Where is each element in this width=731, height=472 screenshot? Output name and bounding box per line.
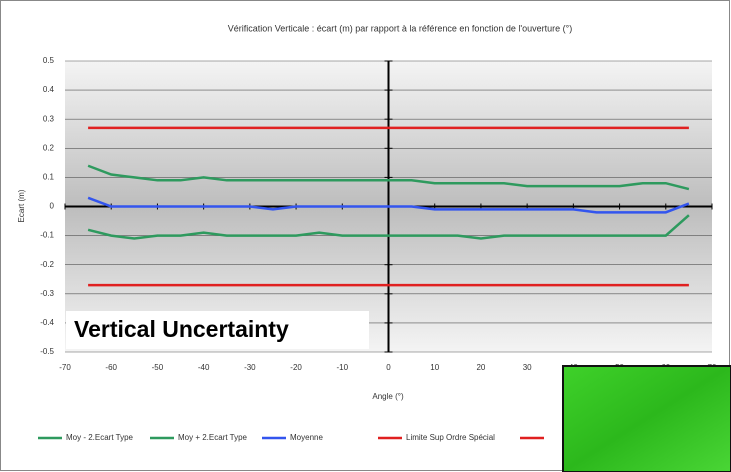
legend-label: Limite Sup Ordre Spécial — [406, 433, 495, 442]
y-tick-label: 0 — [50, 202, 55, 211]
x-tick-label: 20 — [476, 363, 485, 372]
legend-label: Moy - 2.Ecart Type — [66, 433, 134, 442]
x-tick-label: 10 — [430, 363, 439, 372]
y-tick-label: -0.2 — [40, 260, 54, 269]
y-tick-label: -0.5 — [40, 347, 54, 356]
x-tick-label: -10 — [337, 363, 349, 372]
series-line — [87, 196, 690, 214]
annotation: Vertical Uncertainty — [74, 316, 289, 342]
x-tick-label: -40 — [198, 363, 210, 372]
y-tick-label: -0.4 — [40, 318, 54, 327]
legend-label: Moyenne — [290, 433, 323, 442]
annotation-box — [66, 311, 369, 349]
chart-title: Vérification Verticale : écart (m) par r… — [228, 23, 572, 33]
y-tick-label: 0.2 — [43, 143, 55, 152]
x-tick-label: -50 — [152, 363, 164, 372]
y-tick-label: -0.3 — [40, 289, 54, 298]
series-line — [87, 214, 690, 240]
y-axis-label: Ecart (m) — [17, 189, 26, 222]
y-tick-label: 0.5 — [43, 56, 55, 65]
x-tick-label: -60 — [105, 363, 117, 372]
y-tick-label: 0.1 — [43, 173, 55, 182]
y-tick-label: -0.1 — [40, 231, 54, 240]
x-tick-label: -30 — [244, 363, 256, 372]
y-tick-label: 0.3 — [43, 114, 55, 123]
x-tick-label: 30 — [523, 363, 532, 372]
x-tick-label: 0 — [386, 363, 391, 372]
x-tick-label: -70 — [59, 363, 71, 372]
series-line — [87, 164, 690, 191]
overlay-image — [562, 365, 731, 472]
x-axis-label: Angle (°) — [372, 392, 404, 401]
legend-label: Moy + 2.Ecart Type — [178, 433, 248, 442]
x-tick-label: -20 — [290, 363, 302, 372]
y-tick-label: 0.4 — [43, 85, 55, 94]
